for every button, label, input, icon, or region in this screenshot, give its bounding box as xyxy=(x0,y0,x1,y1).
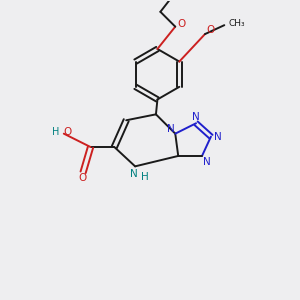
Text: N: N xyxy=(167,124,175,134)
Text: H: H xyxy=(141,172,148,182)
Text: CH₃: CH₃ xyxy=(229,19,245,28)
Text: N: N xyxy=(192,112,200,122)
Text: H: H xyxy=(52,127,59,137)
Text: N: N xyxy=(214,132,221,142)
Text: O: O xyxy=(63,127,71,137)
Text: O: O xyxy=(78,173,87,183)
Text: O: O xyxy=(206,25,214,34)
Text: O: O xyxy=(177,19,185,29)
Text: N: N xyxy=(202,157,210,167)
Text: N: N xyxy=(130,169,137,179)
